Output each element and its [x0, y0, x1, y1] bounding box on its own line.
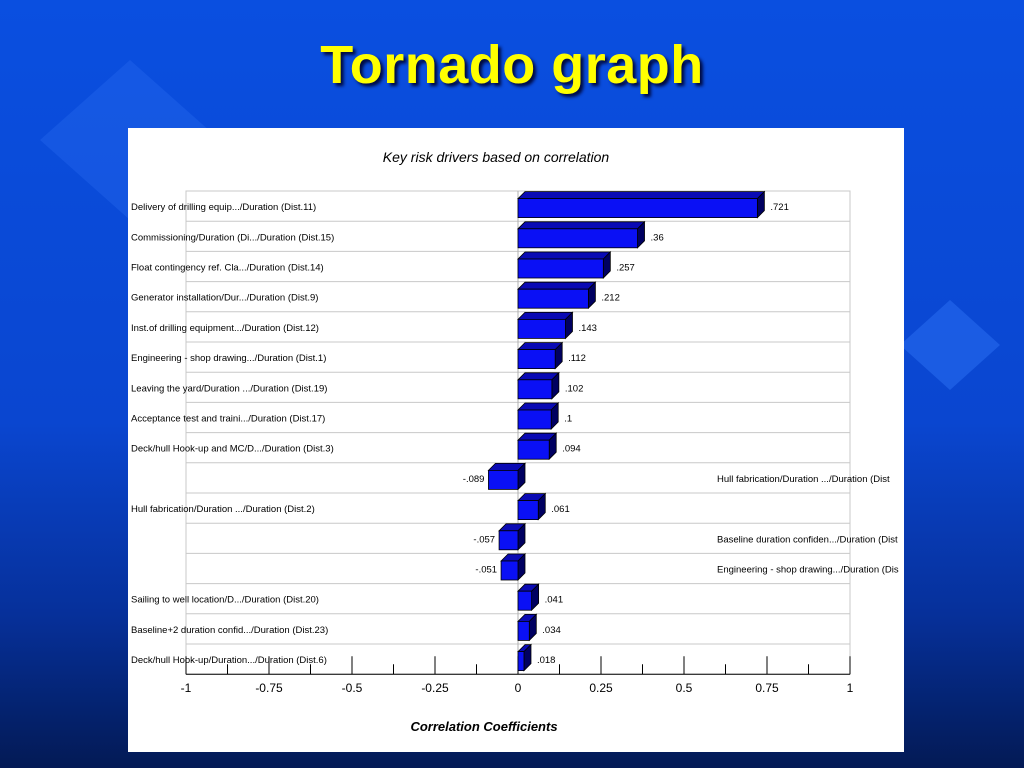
bar-value-label: .041 [545, 595, 564, 606]
bar [517, 590, 533, 611]
bar-category-label: Float contingency ref. Cla.../Duration (… [131, 263, 324, 274]
bar-value-label: .102 [565, 383, 584, 394]
bar [517, 379, 553, 400]
bar-value-label: .257 [616, 263, 635, 274]
bar [517, 500, 539, 521]
bar [498, 530, 519, 551]
bar [517, 439, 550, 460]
bar [517, 288, 589, 309]
bar-value-label: .212 [601, 293, 620, 304]
bar [517, 620, 530, 641]
x-tick-label: 0.5 [676, 681, 693, 695]
bar-value-label: .034 [542, 625, 561, 636]
x-tick-label: -1 [181, 681, 192, 695]
x-axis-label: Correlation Coefficients [410, 719, 557, 734]
bar-value-label: -.057 [473, 534, 495, 545]
bar-value-label: .36 [651, 232, 664, 243]
bar-value-label: -.051 [475, 565, 497, 576]
slide-title: Tornado graph [320, 35, 704, 95]
bar-value-label: .094 [562, 444, 581, 455]
chart-panel: Key risk drivers based on correlation -1 -… [128, 128, 904, 752]
bar-category-label: Sailing to well location/D.../Duration (… [131, 595, 319, 606]
chart-title: Key risk drivers based on correlation [383, 149, 610, 165]
bar-top-face [517, 281, 597, 290]
bar [488, 469, 519, 490]
x-tick-label: 0.25 [589, 681, 613, 695]
bar-category-label: Engineering - shop drawing.../Duration (… [717, 565, 899, 576]
bar-value-label: .018 [537, 655, 556, 666]
bar-category-label: Leaving the yard/Duration .../Duration (… [131, 383, 327, 394]
bar-category-label: Inst.of drilling equipment.../Duration (… [131, 323, 319, 334]
bar-category-label: Engineering - shop drawing.../Duration (… [131, 353, 326, 364]
bar-category-label: Hull fabrication/Duration .../Duration (… [131, 504, 315, 515]
bar-top-face [517, 221, 646, 230]
bar-value-label: -.089 [463, 474, 485, 485]
bar [517, 198, 758, 218]
x-tick-label: -0.5 [342, 681, 363, 695]
bar-top-face [517, 191, 766, 199]
x-tick-label: 0 [515, 681, 522, 695]
bar-category-label: Commissioning/Duration (Di.../Duration (… [131, 232, 334, 243]
bar-category-label: Baseline duration confiden.../Duration (… [717, 534, 898, 545]
bar-category-label: Delivery of drilling equip.../Duration (… [131, 202, 316, 213]
bar-top-face [517, 342, 564, 351]
bar-value-label: .112 [568, 353, 586, 364]
bar [517, 651, 525, 671]
tornado-chart: Key risk drivers based on correlation -1 -… [131, 149, 899, 734]
bar-value-label: .143 [578, 323, 597, 334]
bar-top-face [517, 311, 574, 320]
bar [517, 349, 556, 370]
bar-value-label: .721 [770, 202, 789, 213]
bar-category-label: Acceptance test and traini.../Duration (… [131, 414, 325, 425]
bar-category-label: Generator installation/Dur.../Duration (… [131, 293, 318, 304]
bar [517, 258, 604, 279]
bar [517, 409, 552, 430]
bar-category-label: Deck/hull Hook-up and MC/D.../Duration (… [131, 444, 334, 455]
x-tick-label: 0.75 [755, 681, 779, 695]
x-tick-label: 1 [847, 681, 854, 695]
bar-category-label: Hull fabrication/Duration .../Duration (… [717, 474, 890, 485]
x-tick-label: -0.25 [421, 681, 449, 695]
x-tick-label: -0.75 [255, 681, 283, 695]
bar-top-face [517, 251, 612, 260]
bar [517, 318, 566, 339]
bar-category-label: Deck/hull Hook-up/Duration.../Duration (… [131, 655, 327, 666]
bar [517, 228, 638, 249]
bar-value-label: .1 [564, 414, 572, 425]
bar-category-label: Baseline+2 duration confid.../Duration (… [131, 625, 328, 636]
bar [500, 560, 519, 581]
bar-value-label: .061 [551, 504, 570, 515]
